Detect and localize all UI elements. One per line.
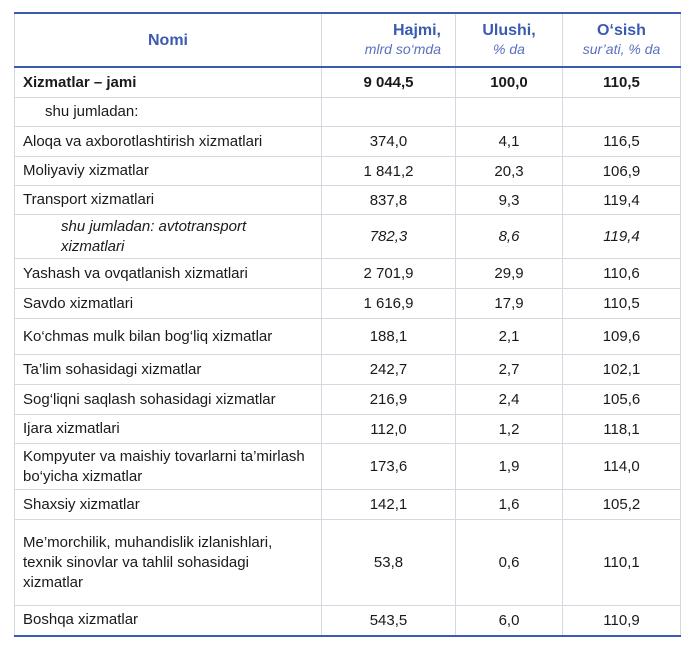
table-row: Sog‘liqni saqlash sohasidagi xizmatlar 2… — [14, 384, 681, 415]
row-share: 0,6 — [455, 519, 563, 606]
header-share: Ulushi, % da — [455, 12, 563, 68]
table-row: Transport xizmatlari 837,8 9,3 119,4 — [14, 185, 681, 215]
table-row: Savdo xizmatlari 1 616,9 17,9 110,5 — [14, 288, 681, 319]
header-volume: Hajmi, mlrd so‘mda — [321, 12, 456, 68]
table-row: Boshqa xizmatlar 543,5 6,0 110,9 — [14, 605, 681, 637]
row-growth: 114,0 — [562, 443, 681, 490]
row-share: 8,6 — [455, 214, 563, 259]
row-name: Shaxsiy xizmatlar — [14, 489, 322, 520]
row-growth: 110,1 — [562, 519, 681, 606]
table-row: Moliyaviy xizmatlar 1 841,2 20,3 106,9 — [14, 156, 681, 186]
row-growth — [562, 97, 681, 127]
table-row: Yashash va ovqatlanish xizmatlari 2 701,… — [14, 258, 681, 289]
row-name: Yashash va ovqatlanish xizmatlari — [14, 258, 322, 289]
row-volume: 543,5 — [321, 605, 456, 637]
row-name: Kompyuter va maishiy tovarlarni ta’mirla… — [14, 443, 322, 490]
row-volume: 53,8 — [321, 519, 456, 606]
row-share: 1,9 — [455, 443, 563, 490]
header-name: Nomi — [14, 12, 322, 68]
row-name: Boshqa xizmatlar — [14, 605, 322, 637]
header-volume-unit: mlrd so‘mda — [364, 41, 441, 57]
row-growth: 110,5 — [562, 288, 681, 319]
row-volume: 374,0 — [321, 126, 456, 157]
header-growth: O‘sish sur’ati, % da — [562, 12, 681, 68]
row-volume: 2 701,9 — [321, 258, 456, 289]
row-name: Xizmatlar – jami — [14, 66, 322, 98]
row-name: Ko‘chmas mulk bilan bog‘liq xizmatlar — [14, 318, 322, 355]
row-name: Ijara xizmatlari — [14, 414, 322, 444]
row-name: Me’morchilik, muhandislik izlanishlari, … — [14, 519, 322, 606]
header-growth-label: O‘sish — [597, 22, 646, 39]
row-volume: 173,6 — [321, 443, 456, 490]
row-share: 2,4 — [455, 384, 563, 415]
table-header-row: Nomi Hajmi, mlrd so‘mda Ulushi, % da O‘s… — [14, 12, 681, 68]
row-volume: 112,0 — [321, 414, 456, 444]
row-name: Transport xizmatlari — [14, 185, 322, 215]
row-volume: 9 044,5 — [321, 66, 456, 98]
row-growth: 105,2 — [562, 489, 681, 520]
services-table-container: Nomi Hajmi, mlrd so‘mda Ulushi, % da O‘s… — [14, 12, 681, 637]
row-growth: 110,9 — [562, 605, 681, 637]
table-row-total: Xizmatlar – jami 9 044,5 100,0 110,5 — [14, 66, 681, 98]
row-growth: 106,9 — [562, 156, 681, 186]
row-share: 20,3 — [455, 156, 563, 186]
table-row: shu jumladan: avtotransport xizmatlari 7… — [14, 214, 681, 259]
row-share: 2,7 — [455, 354, 563, 385]
row-growth: 105,6 — [562, 384, 681, 415]
row-share: 29,9 — [455, 258, 563, 289]
row-growth: 118,1 — [562, 414, 681, 444]
row-share: 100,0 — [455, 66, 563, 98]
row-growth: 119,4 — [562, 214, 681, 259]
row-share: 17,9 — [455, 288, 563, 319]
row-name: Ta’lim sohasidagi xizmatlar — [14, 354, 322, 385]
row-name: Moliyaviy xizmatlar — [14, 156, 322, 186]
row-growth: 110,5 — [562, 66, 681, 98]
header-volume-label: Hajmi, — [392, 22, 441, 39]
table-row: Me’morchilik, muhandislik izlanishlari, … — [14, 519, 681, 606]
row-name: shu jumladan: — [14, 97, 322, 127]
row-volume: 782,3 — [321, 214, 456, 259]
table-row: Kompyuter va maishiy tovarlarni ta’mirla… — [14, 443, 681, 490]
header-share-label: Ulushi, — [482, 22, 536, 39]
row-volume: 142,1 — [321, 489, 456, 520]
row-share: 9,3 — [455, 185, 563, 215]
row-volume: 837,8 — [321, 185, 456, 215]
row-name: Sog‘liqni saqlash sohasidagi xizmatlar — [14, 384, 322, 415]
row-name: Savdo xizmatlari — [14, 288, 322, 319]
row-volume — [321, 97, 456, 127]
row-share — [455, 97, 563, 127]
row-growth: 109,6 — [562, 318, 681, 355]
table-row: Aloqa va axborotlashtirish xizmatlari 37… — [14, 126, 681, 157]
row-share: 1,6 — [455, 489, 563, 520]
table-row: Ko‘chmas mulk bilan bog‘liq xizmatlar 18… — [14, 318, 681, 355]
row-growth: 116,5 — [562, 126, 681, 157]
table-row: Ijara xizmatlari 112,0 1,2 118,1 — [14, 414, 681, 444]
row-growth: 119,4 — [562, 185, 681, 215]
row-volume: 188,1 — [321, 318, 456, 355]
row-share: 1,2 — [455, 414, 563, 444]
row-share: 2,1 — [455, 318, 563, 355]
table-row: shu jumladan: — [14, 97, 681, 127]
row-name: Aloqa va axborotlashtirish xizmatlari — [14, 126, 322, 157]
row-share: 4,1 — [455, 126, 563, 157]
row-name: shu jumladan: avtotransport xizmatlari — [14, 214, 322, 259]
table-row: Ta’lim sohasidagi xizmatlar 242,7 2,7 10… — [14, 354, 681, 385]
header-growth-unit: sur’ati, % da — [582, 41, 661, 57]
row-volume: 242,7 — [321, 354, 456, 385]
table-row: Shaxsiy xizmatlar 142,1 1,6 105,2 — [14, 489, 681, 520]
header-share-unit: % da — [493, 41, 525, 57]
row-volume: 216,9 — [321, 384, 456, 415]
row-growth: 110,6 — [562, 258, 681, 289]
row-share: 6,0 — [455, 605, 563, 637]
row-volume: 1 841,2 — [321, 156, 456, 186]
services-table: Nomi Hajmi, mlrd so‘mda Ulushi, % da O‘s… — [14, 12, 681, 637]
row-growth: 102,1 — [562, 354, 681, 385]
row-volume: 1 616,9 — [321, 288, 456, 319]
